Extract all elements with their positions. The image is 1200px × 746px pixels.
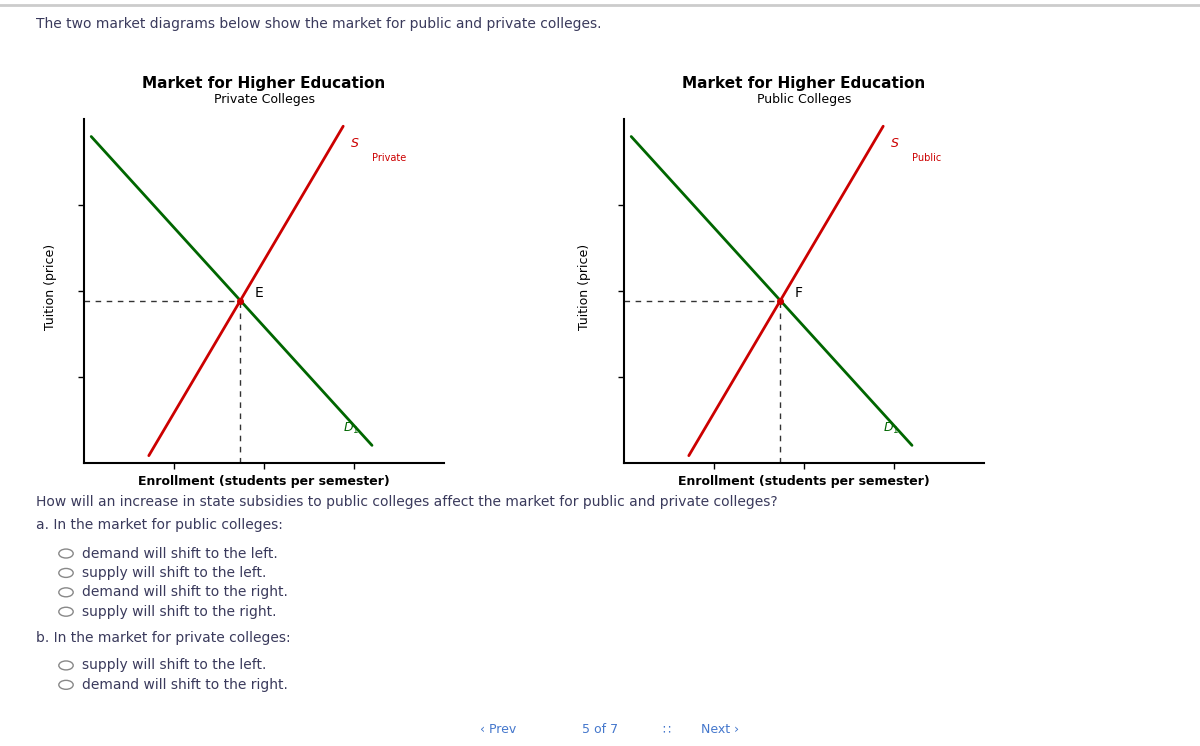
- Text: F: F: [794, 286, 803, 300]
- Text: demand will shift to the right.: demand will shift to the right.: [82, 586, 288, 599]
- Text: Public: Public: [912, 152, 941, 163]
- Text: ‹ Prev: ‹ Prev: [480, 723, 516, 736]
- Text: $S$: $S$: [890, 137, 900, 150]
- Text: E: E: [254, 286, 264, 300]
- Text: supply will shift to the right.: supply will shift to the right.: [82, 605, 276, 618]
- Text: $S$: $S$: [350, 137, 360, 150]
- Text: Enrollment (students per semester): Enrollment (students per semester): [138, 474, 390, 488]
- Text: The two market diagrams below show the market for public and private colleges.: The two market diagrams below show the m…: [36, 17, 601, 31]
- Text: Public Colleges: Public Colleges: [757, 93, 851, 107]
- Text: Next ›: Next ›: [701, 723, 739, 736]
- Text: supply will shift to the left.: supply will shift to the left.: [82, 659, 266, 672]
- Text: a. In the market for public colleges:: a. In the market for public colleges:: [36, 518, 283, 532]
- Text: Market for Higher Education: Market for Higher Education: [683, 76, 925, 91]
- Text: b. In the market for private colleges:: b. In the market for private colleges:: [36, 631, 290, 645]
- Text: Private Colleges: Private Colleges: [214, 93, 314, 107]
- Text: Tuition (price): Tuition (price): [578, 244, 590, 330]
- Text: 5 of 7: 5 of 7: [582, 723, 618, 736]
- Text: How will an increase in state subsidies to public colleges affect the market for: How will an increase in state subsidies …: [36, 495, 778, 509]
- Text: demand will shift to the left.: demand will shift to the left.: [82, 547, 277, 560]
- Text: Tuition (price): Tuition (price): [44, 244, 56, 330]
- Text: $D_1$: $D_1$: [343, 421, 360, 436]
- Text: Market for Higher Education: Market for Higher Education: [143, 76, 385, 91]
- Text: Enrollment (students per semester): Enrollment (students per semester): [678, 474, 930, 488]
- Text: $D_1$: $D_1$: [883, 421, 900, 436]
- Text: Private: Private: [372, 152, 407, 163]
- Text: supply will shift to the left.: supply will shift to the left.: [82, 566, 266, 580]
- Text: demand will shift to the right.: demand will shift to the right.: [82, 678, 288, 692]
- Text: ∷: ∷: [662, 723, 670, 736]
